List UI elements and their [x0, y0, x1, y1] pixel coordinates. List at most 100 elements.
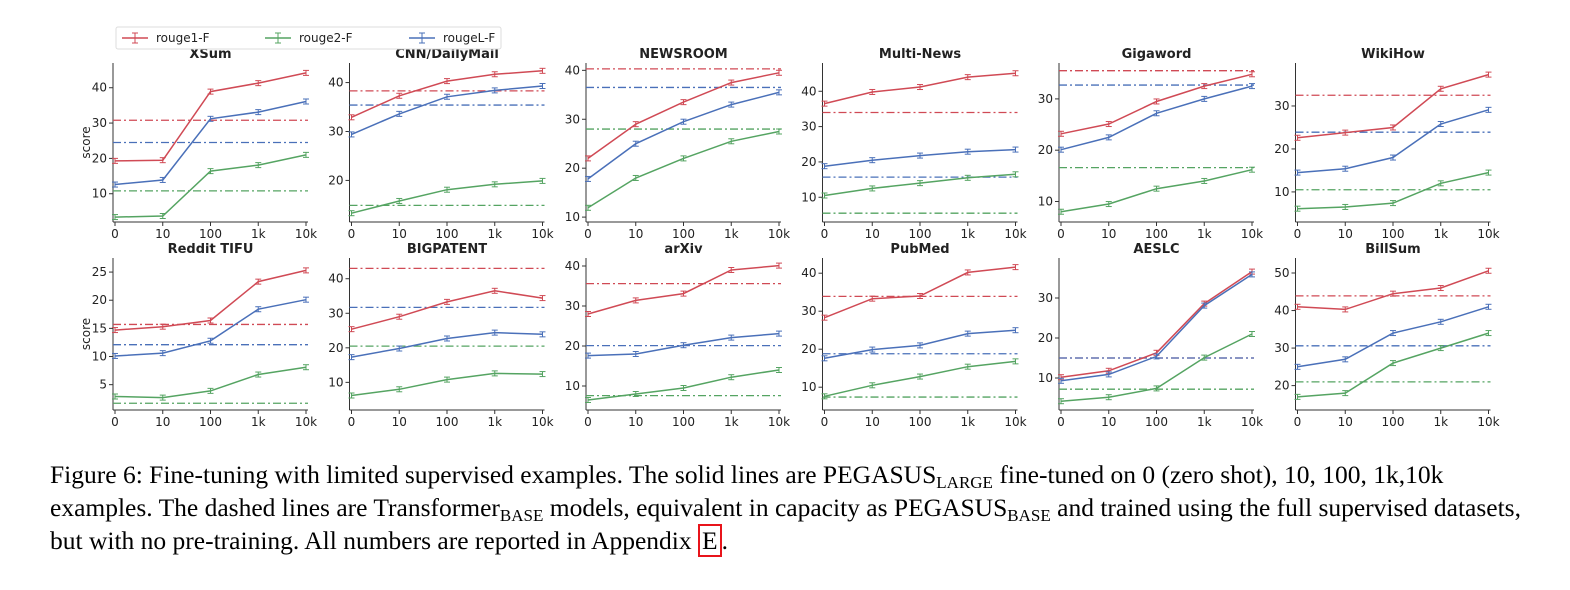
caption-text-3: models, equivalent in capacity as PEGASU… — [543, 493, 1008, 522]
x-tick-label-newsroom: 10 — [628, 227, 643, 241]
error-bar-rouge1-f-wikihow — [1342, 129, 1349, 136]
y-tick-label-gigaword: 10 — [1038, 194, 1053, 208]
error-bar-rougel-f-arxiv — [680, 342, 687, 349]
y-tick-label-arxiv: 40 — [565, 259, 580, 273]
error-bar-rougel-f-cnn-dailymail — [444, 93, 450, 100]
x-tick-label-wikihow: 100 — [1382, 227, 1405, 241]
y-tick-label-bigpatent: 20 — [328, 341, 343, 355]
x-tick-label-billsum: 1k — [1433, 415, 1448, 429]
x-tick-label-pubmed: 10k — [1004, 415, 1026, 429]
error-bar-rouge2-f-aeslc — [1201, 354, 1208, 361]
series-line-rouge2-f-xsum — [114, 154, 307, 218]
error-bar-rouge1-f-xsum — [303, 69, 309, 76]
y-tick-label-pubmed: 30 — [801, 304, 816, 318]
error-bar-rouge1-f-gigaword — [1249, 71, 1255, 78]
x-tick-label-bigpatent: 10 — [392, 415, 407, 429]
error-bar-rouge1-f-pubmed — [869, 295, 876, 302]
y-tick-label-wikihow: 20 — [1274, 142, 1289, 156]
error-bar-rouge1-f-cnn-dailymail — [444, 78, 450, 85]
error-bar-rougel-f-multi-news — [964, 148, 971, 155]
x-tick-label-multi-news: 0 — [821, 227, 829, 241]
error-bar-rouge2-f-aeslc — [1249, 331, 1255, 337]
series-line-rouge1-f-bigpatent — [351, 290, 543, 330]
error-bar-rougel-f-pubmed — [917, 342, 923, 349]
y-tick-label-newsroom: 10 — [565, 210, 580, 224]
y-tick-label-xsum: 20 — [92, 151, 107, 165]
panel-pubmed: PubMed 10 20 30 40 0 10 100 1k 10k — [801, 242, 1026, 429]
x-tick-label-aeslc: 10 — [1101, 415, 1116, 429]
y-tick-label-xsum: 10 — [92, 187, 107, 201]
error-bar-rougel-f-pubmed — [964, 330, 971, 337]
panel-bigpatent: BIGPATENT 10 20 30 40 0 10 100 1k 10k — [328, 242, 553, 429]
panel-gigaword: Gigaword 10 20 30 0 10 100 1k 10k — [1038, 47, 1263, 241]
error-bar-rouge2-f-wikihow — [1390, 200, 1396, 207]
figure-caption: Figure 6: Fine-tuning with limited super… — [50, 458, 1540, 557]
x-tick-label-billsum: 0 — [1294, 415, 1302, 429]
error-bar-rougel-f-newsroom — [585, 175, 591, 182]
caption-text-1: Figure 6: Fine-tuning with limited super… — [50, 460, 937, 489]
error-bar-rouge1-f-multi-news — [821, 100, 828, 107]
error-bar-rouge1-f-billsum — [1342, 306, 1349, 313]
error-bar-rouge1-f-wikihow — [1437, 85, 1444, 92]
y-tick-label-pubmed: 40 — [801, 266, 816, 280]
error-bar-rouge1-f-newsroom — [728, 79, 735, 86]
error-bar-rouge2-f-pubmed — [964, 363, 971, 370]
error-bar-rouge2-f-billsum — [1390, 360, 1396, 367]
panel-aeslc: AESLC 10 20 30 0 10 100 1k 10k — [1038, 242, 1263, 429]
error-bar-rouge1-f-arxiv — [680, 290, 687, 297]
error-bar-rouge2-f-xsum — [112, 214, 118, 221]
x-tick-label-bigpatent: 100 — [436, 415, 459, 429]
error-bar-rougel-f-xsum — [255, 109, 262, 116]
y-tick-label-reddit-tifu: 15 — [92, 321, 107, 335]
panel-reddit-tifu: Reddit TIFU 5 10 15 20 25 0 10 100 1k 10k score — [79, 242, 317, 429]
error-bar-rouge1-f-billsum — [1390, 290, 1396, 297]
x-tick-label-cnn-dailymail: 0 — [348, 227, 356, 241]
y-tick-label-reddit-tifu: 20 — [92, 293, 107, 307]
error-bar-rouge1-f-gigaword — [1058, 130, 1064, 137]
error-bar-rougel-f-arxiv — [728, 334, 735, 341]
error-bar-rouge1-f-wikihow — [1390, 124, 1396, 131]
error-bar-rouge2-f-wikihow — [1294, 205, 1301, 212]
series-line-rouge2-f-newsroom — [587, 130, 780, 209]
x-tick-label-xsum: 10k — [295, 227, 317, 241]
panel-title-wikihow: WikiHow — [1361, 47, 1425, 62]
error-bar-rouge2-f-billsum — [1342, 390, 1349, 397]
error-bar-rouge2-f-newsroom — [776, 128, 782, 135]
y-tick-label-multi-news: 20 — [801, 155, 816, 169]
error-bar-rougel-f-aeslc — [1201, 302, 1208, 309]
error-bar-rougel-f-wikihow — [1437, 121, 1444, 128]
error-bar-rouge1-f-newsroom — [776, 69, 782, 76]
error-bar-rougel-f-gigaword — [1249, 83, 1255, 90]
error-bar-rouge2-f-reddit-tifu — [159, 394, 166, 401]
error-bar-rouge1-f-multi-news — [964, 74, 971, 81]
error-bar-rouge2-f-arxiv — [776, 367, 782, 373]
error-bar-rouge1-f-bigpatent — [396, 313, 403, 320]
error-bar-rouge2-f-multi-news — [869, 185, 876, 192]
panel-title-newsroom: NEWSROOM — [639, 47, 728, 62]
error-bar-rouge2-f-multi-news — [1012, 171, 1019, 178]
error-bar-rougel-f-xsum — [207, 115, 214, 122]
error-bar-rouge2-f-newsroom — [632, 174, 639, 181]
error-bar-rouge1-f-reddit-tifu — [112, 327, 118, 334]
error-bar-rougel-f-multi-news — [821, 163, 828, 170]
caption-sub-large: LARGE — [936, 473, 993, 492]
error-bar-rougel-f-wikihow — [1294, 169, 1301, 176]
appendix-link[interactable]: E — [697, 524, 722, 557]
y-tick-label-arxiv: 10 — [565, 379, 580, 393]
error-bar-rougel-f-billsum — [1485, 303, 1492, 310]
x-tick-label-reddit-tifu: 100 — [199, 415, 222, 429]
error-bar-rougel-f-pubmed — [869, 346, 876, 353]
series-line-rouge1-f-aeslc — [1060, 270, 1253, 378]
x-tick-label-bigpatent: 0 — [348, 415, 356, 429]
error-bar-rouge1-f-bigpatent — [491, 287, 498, 294]
error-bar-rouge1-f-wikihow — [1294, 134, 1301, 141]
error-bar-rouge2-f-gigaword — [1153, 185, 1160, 192]
error-bar-rougel-f-cnn-dailymail — [539, 82, 546, 89]
y-tick-label-wikihow: 10 — [1274, 185, 1289, 199]
x-tick-label-arxiv: 10k — [768, 415, 790, 429]
x-tick-label-arxiv: 100 — [672, 415, 695, 429]
series-line-rougel-f-newsroom — [587, 91, 780, 180]
error-bar-rouge1-f-multi-news — [1012, 70, 1019, 77]
y-tick-label-multi-news: 40 — [801, 84, 816, 98]
